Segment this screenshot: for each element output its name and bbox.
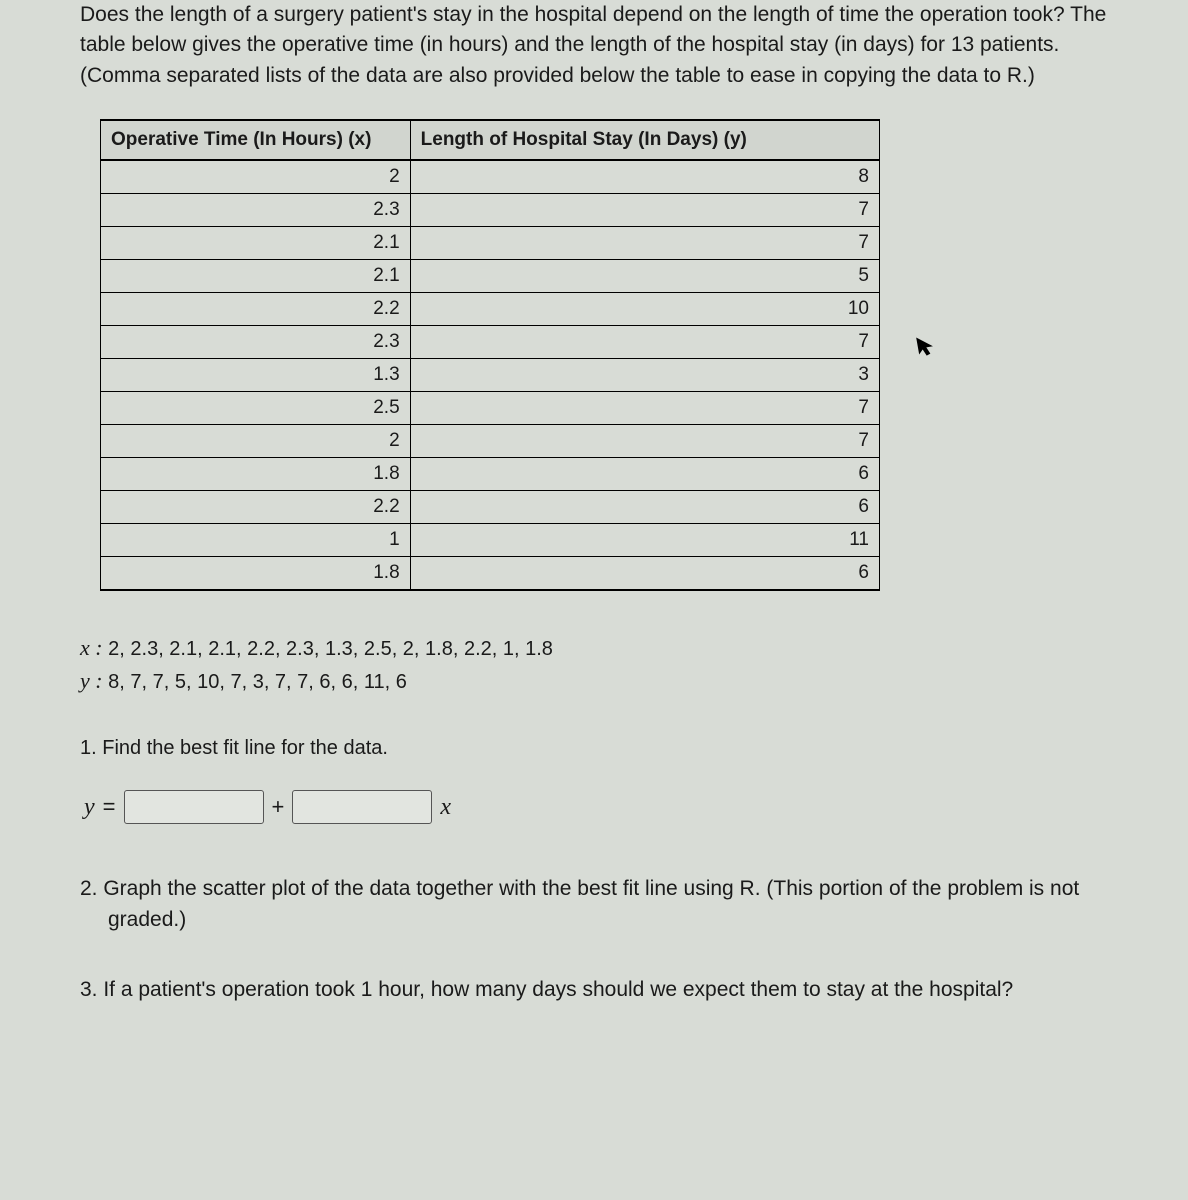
table-cell: 7 [410, 227, 879, 260]
table-cell: 7 [410, 392, 879, 425]
equation-lhs: y [84, 794, 95, 821]
table-cell: 2.1 [101, 227, 411, 260]
data-lists: x : 2, 2.3, 2.1, 2.1, 2.2, 2.3, 1.3, 2.5… [80, 631, 1108, 697]
table-row: 1.86 [101, 458, 880, 491]
table-cell: 6 [410, 491, 879, 524]
table-row: 111 [101, 524, 880, 557]
table-row: 2.37 [101, 194, 880, 227]
y-label: y : [80, 668, 103, 693]
table-cell: 7 [410, 425, 879, 458]
table-cell: 7 [410, 326, 879, 359]
intercept-input[interactable] [124, 790, 264, 824]
table-row: 1.33 [101, 359, 880, 392]
table-row: 2.57 [101, 392, 880, 425]
table-cell: 5 [410, 260, 879, 293]
question-2: 2. Graph the scatter plot of the data to… [80, 874, 1108, 935]
table-cell: 2.2 [101, 491, 411, 524]
equation-plus: + [272, 794, 285, 820]
table-cell: 2 [101, 160, 411, 194]
slope-input[interactable] [292, 790, 432, 824]
intro-paragraph: Does the length of a surgery patient's s… [80, 0, 1108, 91]
table-cell: 2.2 [101, 293, 411, 326]
table-cell: 8 [410, 160, 879, 194]
table-cell: 3 [410, 359, 879, 392]
table-cell: 2.3 [101, 194, 411, 227]
table-row: 2.26 [101, 491, 880, 524]
table-row: 2.15 [101, 260, 880, 293]
table-cell: 1.3 [101, 359, 411, 392]
table-cell: 6 [410, 458, 879, 491]
table-header-x: Operative Time (In Hours) (x) [101, 120, 411, 160]
equation-row: y = + x [84, 790, 1108, 824]
table-row: 2.17 [101, 227, 880, 260]
table-row: 1.86 [101, 557, 880, 591]
table-cell: 6 [410, 557, 879, 591]
x-values: 2, 2.3, 2.1, 2.1, 2.2, 2.3, 1.3, 2.5, 2,… [108, 638, 553, 660]
table-cell: 1 [101, 524, 411, 557]
x-label: x : [80, 635, 103, 660]
y-values: 8, 7, 7, 5, 10, 7, 3, 7, 7, 6, 6, 11, 6 [108, 671, 407, 693]
table-cell: 1.8 [101, 557, 411, 591]
table-cell: 2.3 [101, 326, 411, 359]
equation-equals: = [103, 794, 116, 820]
question-3: 3. If a patient's operation took 1 hour,… [80, 975, 1108, 1005]
question-1: 1. Find the best fit line for the data. [80, 737, 1108, 760]
equation-rhs-var: x [440, 794, 451, 821]
table-header-y: Length of Hospital Stay (In Days) (y) [410, 120, 879, 160]
data-table-wrap: Operative Time (In Hours) (x) Length of … [100, 119, 1088, 591]
table-row: 27 [101, 425, 880, 458]
table-cell: 2.5 [101, 392, 411, 425]
table-cell: 2 [101, 425, 411, 458]
table-cell: 11 [410, 524, 879, 557]
table-row: 2.37 [101, 326, 880, 359]
table-cell: 7 [410, 194, 879, 227]
table-cell: 2.1 [101, 260, 411, 293]
table-cell: 1.8 [101, 458, 411, 491]
table-cell: 10 [410, 293, 879, 326]
data-table: Operative Time (In Hours) (x) Length of … [100, 119, 880, 591]
table-row: 2.210 [101, 293, 880, 326]
table-row: 28 [101, 160, 880, 194]
